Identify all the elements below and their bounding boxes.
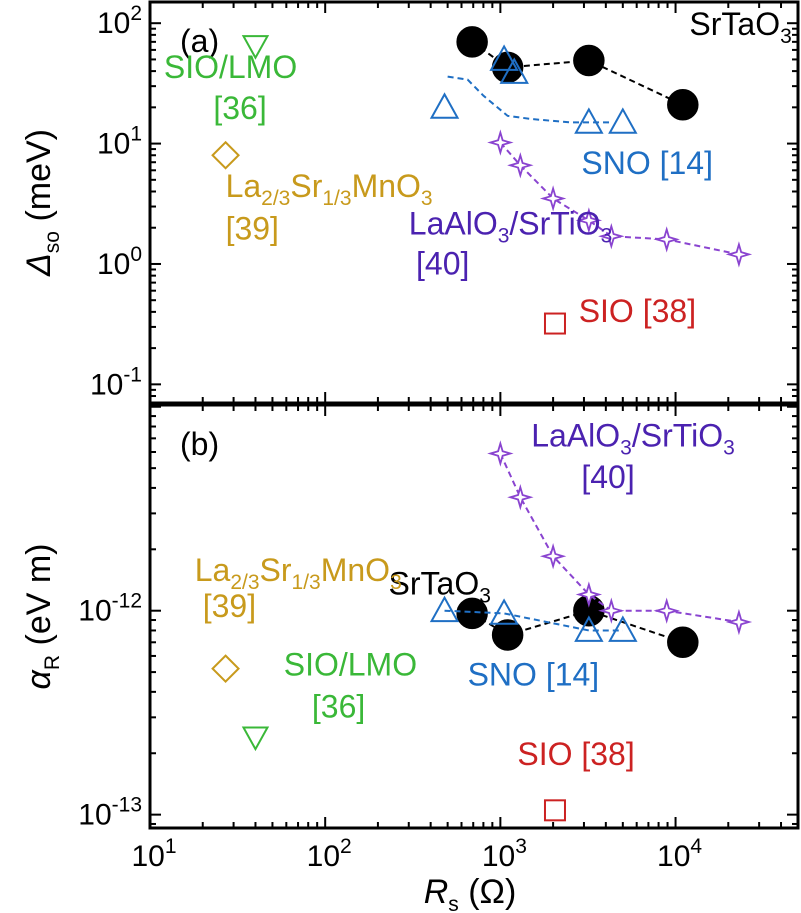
point-laalo3-srtio3-40 bbox=[653, 226, 680, 253]
series-label-ref-sio-lmo-36: [36] bbox=[312, 688, 365, 724]
point-la2-3sr1-3mno3-39 bbox=[211, 140, 240, 170]
point-laalo3-srtio3-40 bbox=[487, 440, 514, 467]
point-sio-lmo-36 bbox=[241, 726, 270, 752]
point-sno-14 bbox=[499, 57, 529, 84]
point-srtao3 bbox=[456, 26, 488, 58]
point-laalo3-srtio3-40 bbox=[575, 207, 603, 234]
point-laalo3-srtio3-40 bbox=[539, 543, 567, 570]
series-label-ref-laalo3-srtio3-40: [40] bbox=[581, 459, 634, 495]
series-label-laalo3-srtio3-40: LaAlO3/SrTiO3 bbox=[531, 417, 735, 459]
series-label-sno-14: SNO [14] bbox=[468, 656, 600, 692]
x-axis-label: Rs (Ω) bbox=[424, 873, 517, 913]
series-label-srtao3: SrTaO3 bbox=[389, 566, 491, 608]
point-sno-14 bbox=[608, 107, 638, 134]
series-label-ref-sio-lmo-36: [36] bbox=[213, 90, 266, 126]
guide-line bbox=[447, 75, 610, 124]
point-la2-3sr1-3mno3-39 bbox=[211, 654, 240, 684]
point-laalo3-srtio3-40 bbox=[507, 484, 534, 511]
series-label-la2-3sr1-3mno3-39: La2/3Sr1/3MnO3 bbox=[195, 552, 402, 594]
y-axis-label: αR (eV m) bbox=[20, 543, 64, 689]
y-tick-label: 10-12 bbox=[78, 590, 142, 628]
point-sio-lmo-36 bbox=[241, 35, 270, 60]
x-tick-label: 103 bbox=[482, 835, 527, 873]
y-tick-label: 101 bbox=[97, 123, 142, 161]
point-sio-38 bbox=[543, 312, 566, 335]
series-label-sio-38: SIO [38] bbox=[579, 293, 696, 329]
point-laalo3-srtio3-40 bbox=[598, 597, 625, 624]
point-laalo3-srtio3-40 bbox=[725, 241, 753, 268]
point-laalo3-srtio3-40 bbox=[487, 129, 514, 156]
point-sno-14 bbox=[574, 615, 604, 642]
series-label-ref-la2-3sr1-3mno3-39: [39] bbox=[203, 588, 256, 624]
series-label-la2-3sr1-3mno3-39: La2/3Sr1/3MnO3 bbox=[226, 168, 433, 210]
point-sno-14 bbox=[489, 598, 519, 625]
point-sno-14 bbox=[608, 615, 638, 642]
x-tick-label: 104 bbox=[657, 835, 702, 873]
point-laalo3-srtio3-40 bbox=[598, 223, 625, 250]
panel-label: (a) bbox=[180, 23, 219, 59]
series-label-laalo3-srtio3-40: LaAlO3/SrTiO3 bbox=[409, 206, 613, 248]
panel-a: 102 101 100 10-1 Δso (meV) (a) SrTaO3 SNO [14] L… bbox=[20, 0, 800, 405]
point-laalo3-srtio3-40 bbox=[539, 185, 567, 212]
y-axis-label: Δso (meV) bbox=[20, 129, 64, 277]
point-laalo3-srtio3-40 bbox=[507, 152, 534, 179]
y-tick-label: 100 bbox=[97, 243, 142, 281]
point-srtao3 bbox=[573, 44, 605, 77]
x-tick-label: 102 bbox=[307, 835, 352, 873]
y-tick-label: 10-1 bbox=[90, 363, 142, 401]
series-label-sno-14: SNO [14] bbox=[581, 145, 713, 181]
point-sio-38 bbox=[543, 799, 566, 822]
point-srtao3 bbox=[667, 89, 699, 121]
series-line-srtao3 bbox=[471, 41, 684, 106]
point-sno-14 bbox=[429, 595, 460, 623]
series-label-srtao3: SrTaO3 bbox=[689, 6, 791, 48]
point-sno-14 bbox=[489, 44, 519, 71]
series-label-sio-lmo-36: SIO/LMO bbox=[164, 49, 297, 85]
point-srtao3 bbox=[491, 619, 524, 651]
series-line-sno-14 bbox=[444, 609, 623, 632]
series-label-ref-laalo3-srtio3-40: [40] bbox=[416, 245, 469, 281]
series-label-ref-la2-3sr1-3mno3-39: [39] bbox=[226, 210, 279, 246]
point-laalo3-srtio3-40 bbox=[653, 597, 680, 624]
point-srtao3 bbox=[667, 626, 699, 659]
series-label-sio-38: SIO [38] bbox=[517, 736, 634, 772]
point-laalo3-srtio3-40 bbox=[725, 608, 753, 636]
panel-label: (b) bbox=[180, 426, 219, 462]
point-sno-14 bbox=[574, 107, 604, 134]
series-label-sio-lmo-36: SIO/LMO bbox=[284, 647, 417, 683]
point-sno-14 bbox=[429, 92, 460, 119]
y-tick-label: 102 bbox=[97, 2, 142, 40]
y-tick-label: 10-13 bbox=[78, 794, 142, 832]
x-axis-label-text: Rs (Ω) bbox=[424, 873, 517, 913]
x-tick-label: 101 bbox=[131, 835, 176, 873]
point-laalo3-srtio3-40 bbox=[575, 581, 603, 608]
